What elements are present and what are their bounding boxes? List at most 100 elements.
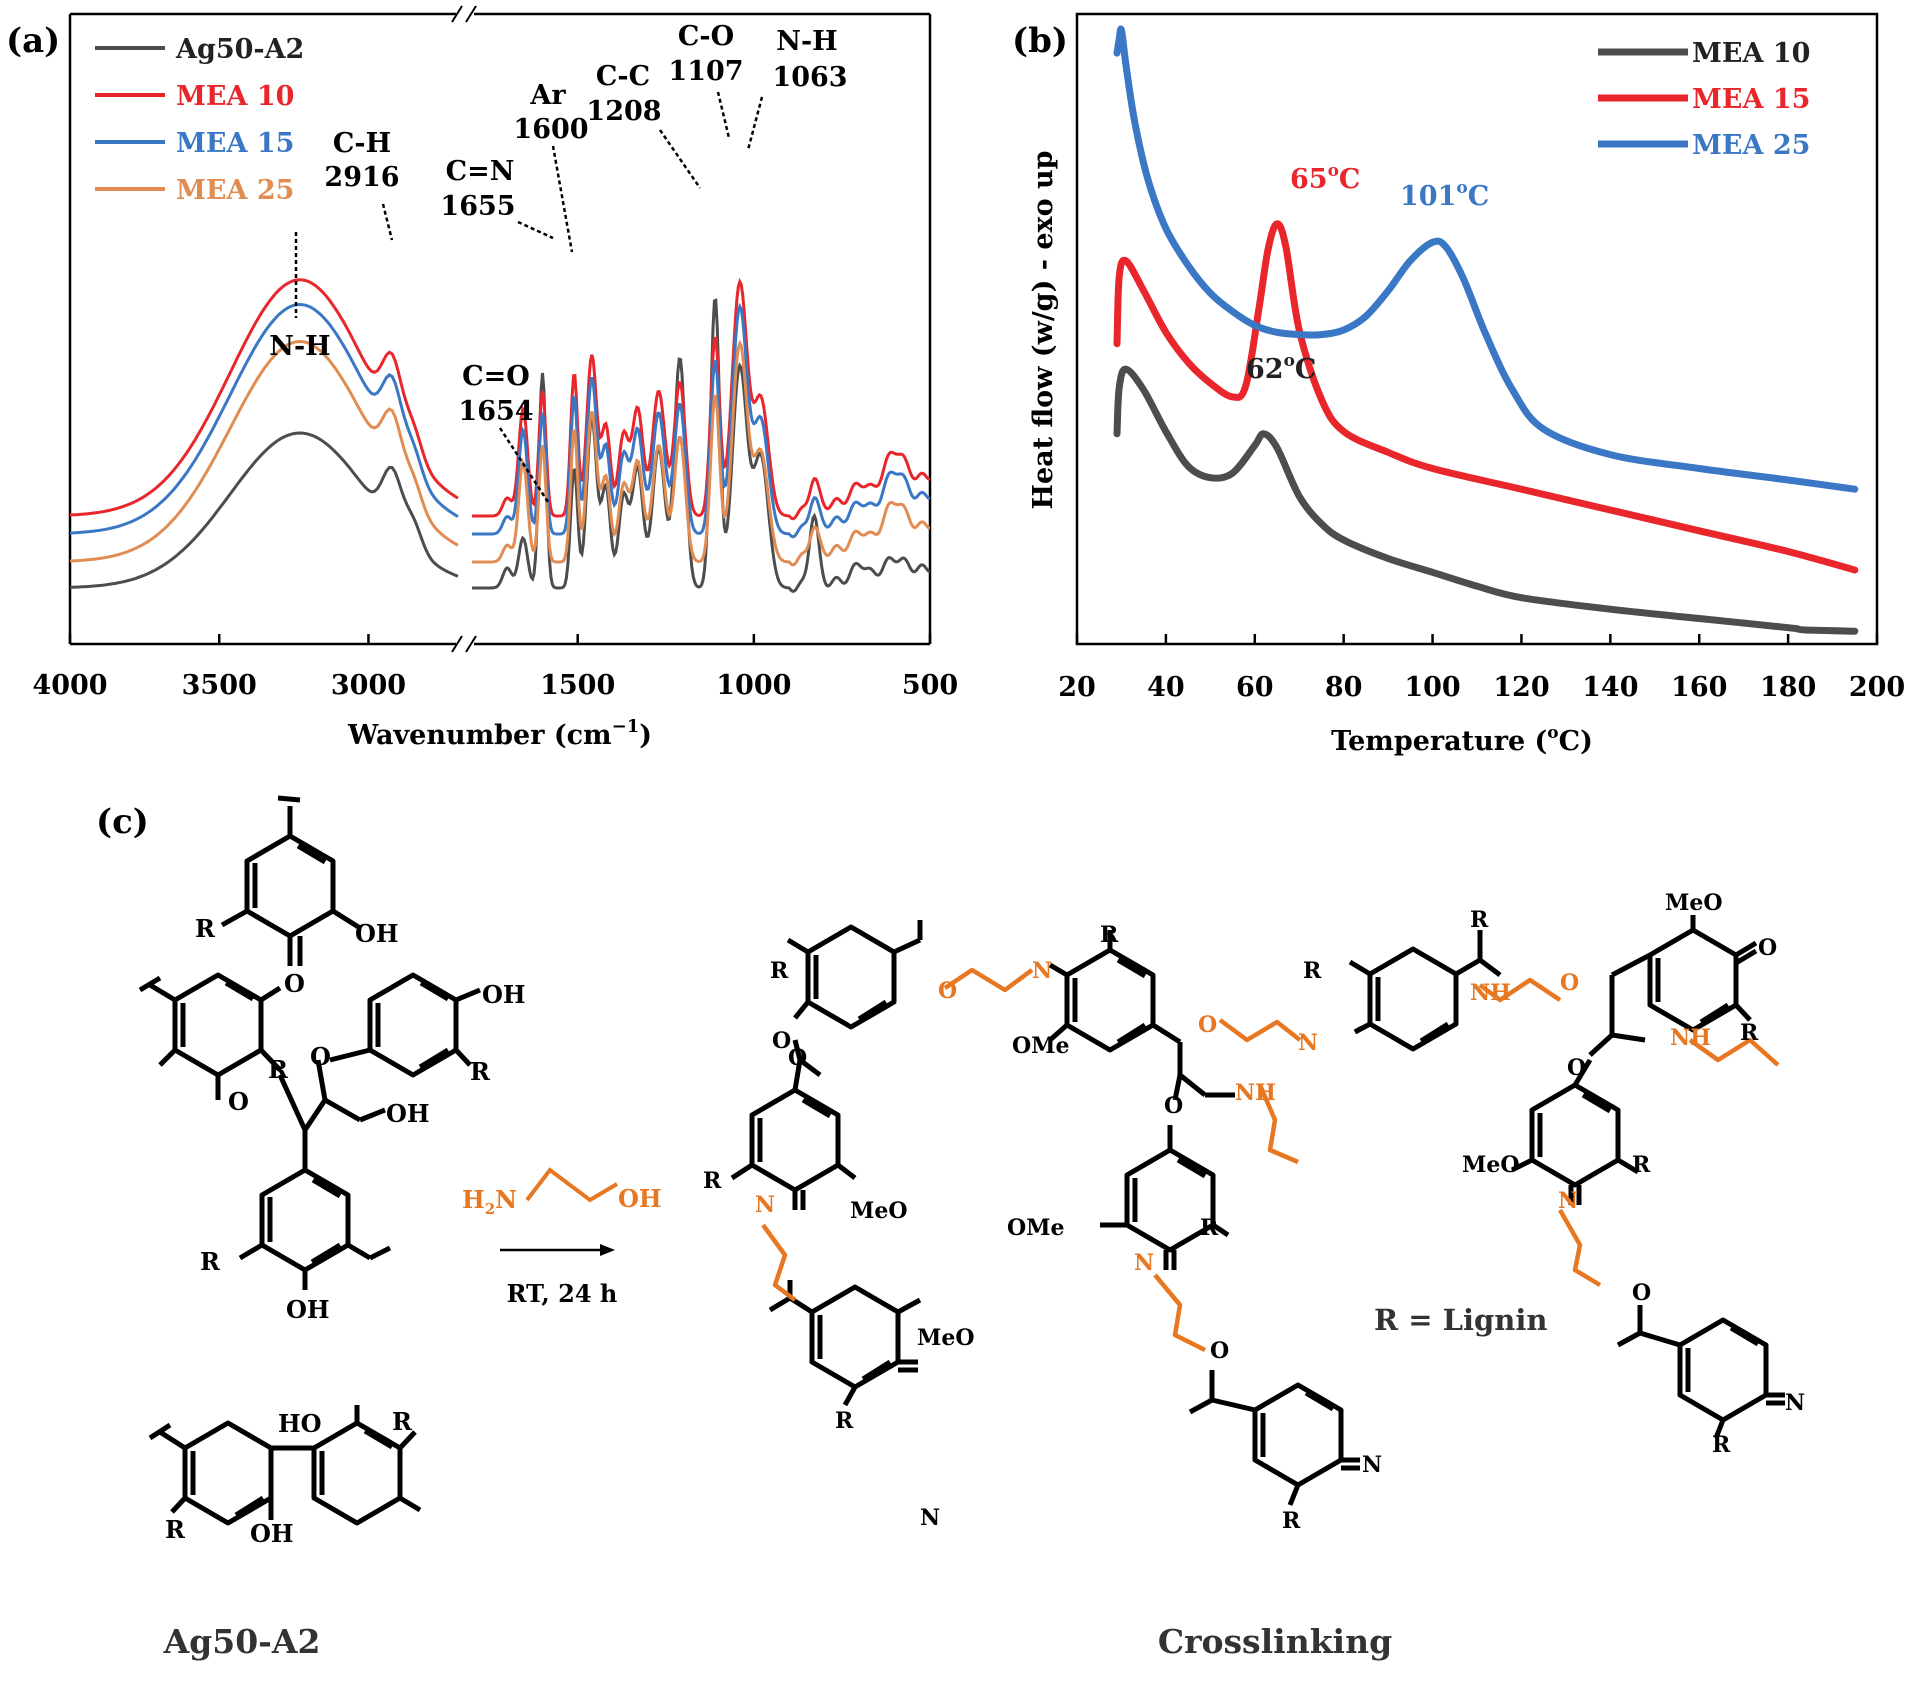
link-nh-3: NH [1670,1025,1711,1051]
b-x-ticks: 20 40 60 80 100 120 140 160 180 200 [1058,634,1905,703]
b-legend-mea25: MEA 25 [1692,130,1810,161]
b-tick-label-80: 80 [1325,672,1363,703]
b-tick-label-60: 60 [1236,672,1274,703]
atom-oh-2: OH [386,1099,430,1128]
a-x-ticks: 4000 3500 3000 1500 1000 500 [32,634,958,701]
b-tick-label-20: 20 [1058,672,1096,703]
net-n-3: N [920,1505,940,1531]
dsc-panel: (b) 20 40 60 80 100 120 140 160 180 200 Temperatu… [1012,12,1905,757]
atom-o-2: O [228,1087,249,1116]
a-legend-mea10: MEA 10 [176,81,294,112]
link-n-4: N [1134,1250,1154,1276]
ann-nh2-value: 1063 [772,62,847,93]
net-n-2: N [1785,1390,1805,1416]
ir-curve-left-3 [70,339,459,563]
reaction-arrowhead [600,1244,615,1256]
b-tick-label-40: 40 [1147,672,1185,703]
ir-curve-left-0 [70,431,459,589]
net-r-3: R [835,1408,854,1434]
network-linker-labels: O N O N NH O NH NH N N N [755,958,1711,1276]
a-tick-label-3000: 3000 [331,670,406,701]
net-meo-1: MeO [850,1198,908,1224]
link-n-5: N [1558,1188,1578,1214]
a-legend-mea25: MEA 25 [176,175,294,206]
ag50-atom-labels: R OH O R O O OH OH R R OH HO R R OH [165,914,526,1548]
net-meo-4: MeO [1462,1152,1520,1178]
atom-oh-3: OH [482,980,526,1009]
b-legend-mea10: MEA 10 [1692,38,1810,69]
ann-cc-value: 1208 [586,96,661,127]
structure-3 [148,1405,422,1526]
structure-2 [138,972,481,1290]
ir-curve-right-2 [472,302,930,539]
net-o-5: O [1567,1055,1586,1081]
net-r-6: R [1282,1508,1301,1534]
left-caption: Ag50-A2 [163,1622,321,1661]
ann-co2-value: 1654 [458,396,533,427]
link-o-2: O [1198,1012,1217,1038]
net-o-3: O [1210,1338,1229,1364]
atom-r-5: R [392,1407,413,1436]
b-legend: MEA 10 MEA 15 MEA 25 [1598,38,1810,161]
dsc-curve-mea-15 [1113,220,1859,574]
net-o-1: O [772,1028,791,1054]
right-caption: Crosslinking [1158,1622,1392,1661]
a-tick-label-1000: 1000 [716,670,791,701]
mea-linkers [761,967,1780,1353]
net-o-7: O [788,1045,807,1071]
net-r-9: R [1740,1020,1759,1046]
ir-curve-left-2 [70,302,459,535]
net-r-5: R [1200,1215,1219,1241]
reaction-scheme-panel: (c) [96,795,1805,1661]
a-annotations: N-H C-H 2916 C=N 1655 Ar 1600 C-C 1208 C… [269,21,848,503]
net-ome-2: OMe [1007,1215,1065,1241]
atom-r-6: R [165,1515,186,1544]
b-ylabel: Heat flow (w/g) - exo up [1028,150,1059,509]
ann-co2-leader [498,427,550,503]
net-r-11: R [1712,1432,1731,1458]
ir-curve-left-1 [70,278,459,517]
net-r-2: R [703,1168,722,1194]
ann-cc-label: C-C [596,61,650,92]
ann-cn-value: 1655 [440,191,515,222]
ir-spectrum-panel: (a) 4000 3500 3000 1500 1000 500 Wavenumber (… [6,5,958,751]
link-nh-2: NH [1235,1080,1276,1106]
b-tick-label-120: 120 [1493,672,1549,703]
a-legend-mea15: MEA 15 [176,128,294,159]
a-tick-label-4000: 4000 [32,670,107,701]
b-tick-label-100: 100 [1404,672,1460,703]
atom-r-1: R [195,914,216,943]
a-xlabel: Wavenumber (cm−1) [347,716,652,751]
net-r-4: R [1100,922,1119,948]
ann-ar-leader [551,145,574,253]
b-xlabel: Temperature (oC) [1331,723,1593,757]
b-peak-label-mea15: 65oC [1290,161,1360,195]
panel-b-label: (b) [1012,21,1068,61]
net-r-1: R [770,958,789,984]
ag50-structures [138,795,481,1526]
atom-o-3: O [310,1042,331,1071]
ann-ar-value: 1600 [513,114,588,145]
atom-r-2: R [268,1055,289,1084]
reaction-arrow-group: H2N OH RT, 24 h [462,1167,662,1308]
ann-ar-label: Ar [529,80,566,111]
b-tick-label-180: 180 [1760,672,1816,703]
ann-ch-label: C-H [333,128,391,159]
ann-cc-leader [658,129,702,189]
atom-oh-1: OH [355,919,399,948]
net-r-10: R [1632,1152,1651,1178]
panel-a-label: (a) [6,21,60,61]
net-r-7: R [1303,958,1322,984]
a-tick-label-500: 500 [902,670,958,701]
ann-nh2-leader [746,96,764,151]
ann-co-leader [716,91,731,139]
link-n-3: N [755,1192,775,1218]
structure-1 [220,795,362,966]
ir-curves [70,277,930,594]
net-meo-2: MeO [917,1325,975,1351]
atom-r-3: R [470,1057,491,1086]
net-r-8: R [1470,907,1489,933]
net-n-1: N [1362,1452,1382,1478]
b-tick-label-140: 140 [1582,672,1638,703]
